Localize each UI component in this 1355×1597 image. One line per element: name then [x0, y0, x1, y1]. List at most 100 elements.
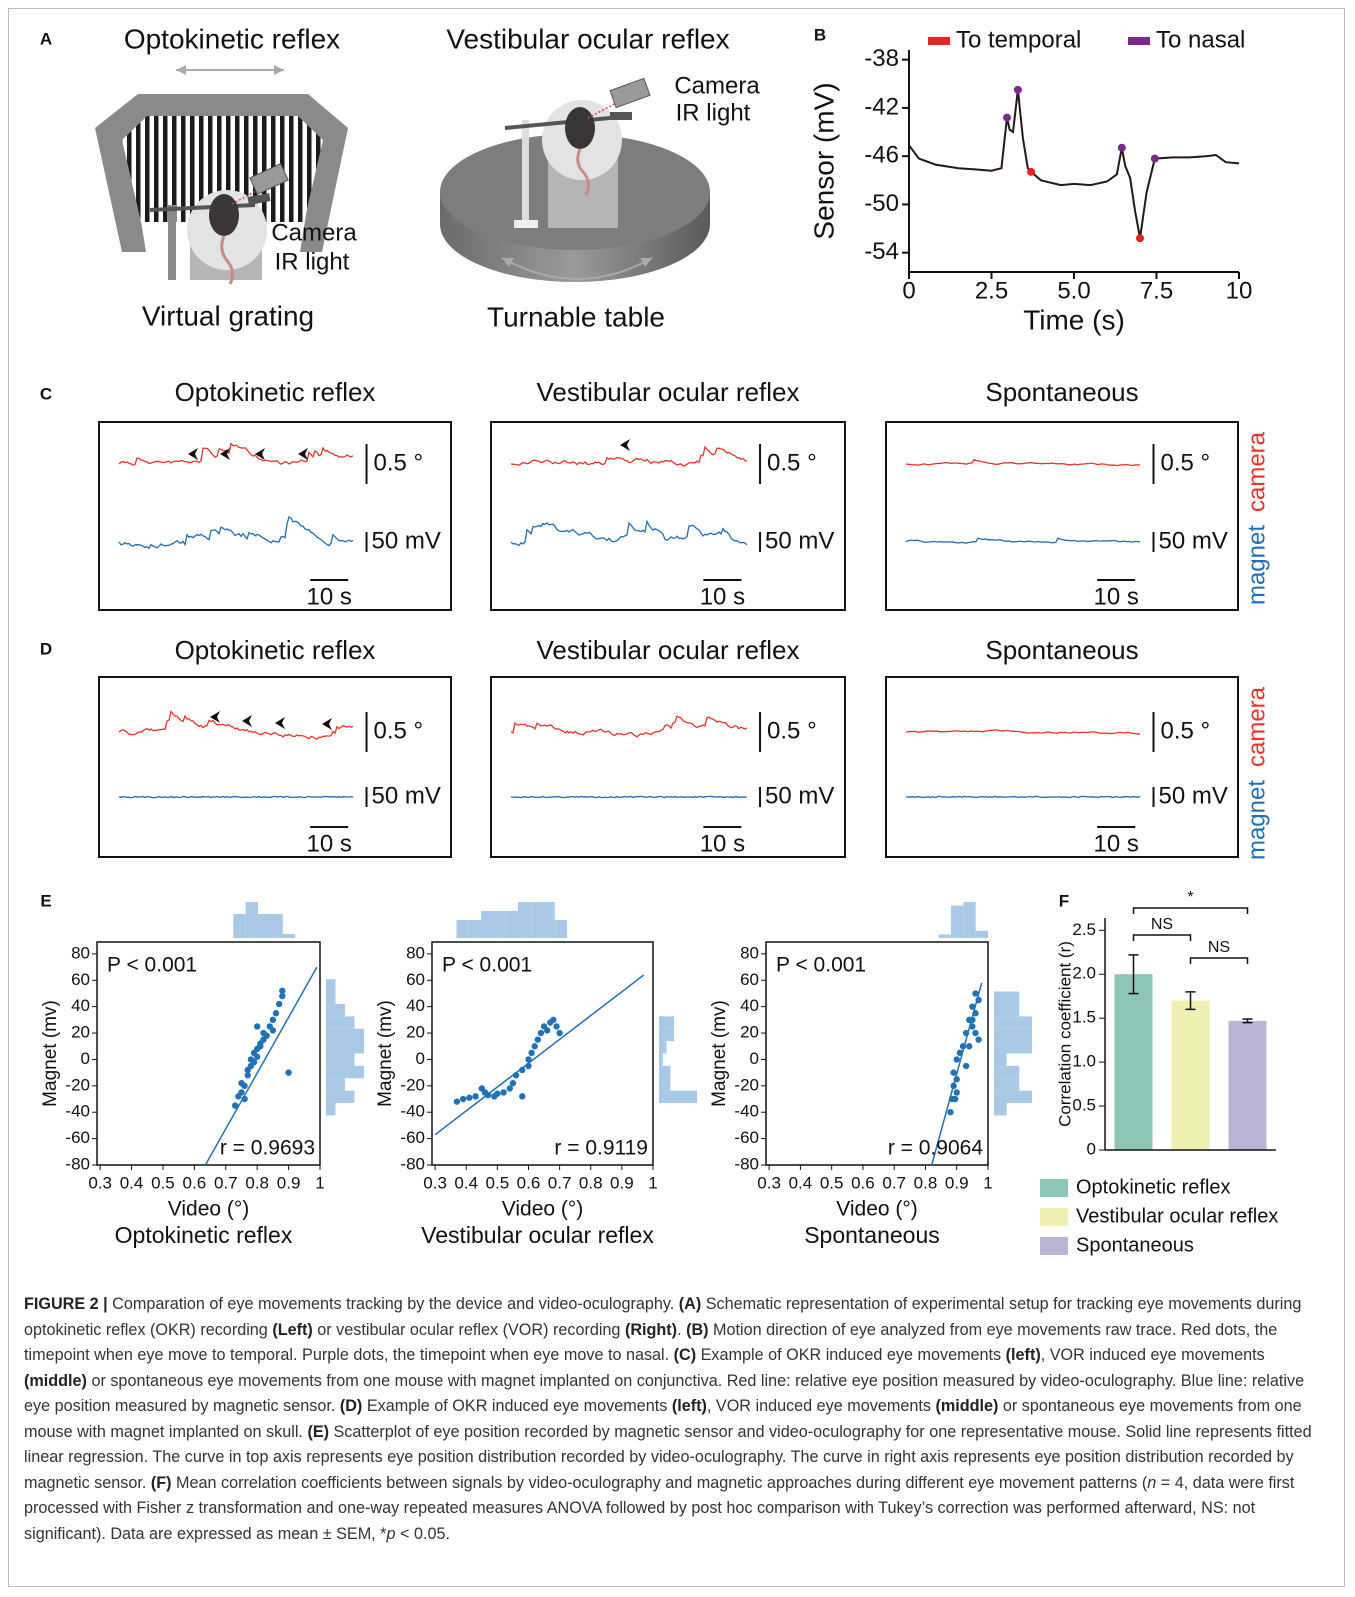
scatter-point	[544, 1027, 550, 1033]
significance-label: *	[1187, 889, 1193, 906]
direction-dot	[1014, 86, 1022, 94]
scale-label: 0.5 °	[1161, 717, 1211, 744]
legend-label: Vestibular ocular reflex	[1076, 1205, 1278, 1227]
saccade-arrowhead	[255, 448, 265, 460]
magnet-trace	[511, 796, 747, 797]
scale-label: 0.5 °	[374, 717, 424, 744]
marginal-histogram	[659, 1029, 674, 1041]
scatter-point	[254, 1023, 260, 1029]
marginal-histogram	[994, 1066, 1019, 1078]
y-tick-label: 0	[81, 1049, 90, 1068]
grating-stripe	[289, 110, 294, 230]
scatter-point	[550, 1017, 556, 1023]
bar	[1229, 1021, 1267, 1150]
marginal-histogram	[994, 1078, 1019, 1090]
caption-text: Mean correlation coefficients between si…	[172, 1474, 1148, 1492]
setup-caption: Turnable table	[487, 301, 665, 332]
scatter-point	[528, 1050, 534, 1056]
direction-dot	[1003, 114, 1011, 122]
direction-dot	[1136, 234, 1144, 242]
y-tick-label: -40	[65, 1102, 90, 1121]
caption-text: Example of OKR induced eye movements	[696, 1346, 1006, 1364]
x-tick-label: 0.7	[882, 1173, 906, 1192]
y-axis-label: Magnet (mv)	[40, 1000, 61, 1107]
setup-caption: Virtual grating	[142, 300, 314, 331]
y-axis-label: Magnet (mv)	[709, 1000, 730, 1107]
scatter-point	[472, 1093, 478, 1099]
y-axis-label: Correlation coefficient (r)	[1055, 941, 1074, 1127]
fit-line	[435, 975, 644, 1135]
y-tick-label: -42	[864, 93, 899, 120]
significance-bracket	[1191, 958, 1248, 964]
side-label: camera	[1243, 431, 1270, 512]
y-tick-label: 2.5	[1072, 920, 1096, 939]
magnet-trace	[511, 521, 747, 545]
scale-label: 50 mV	[1159, 782, 1228, 809]
trace-title: Optokinetic reflex	[175, 377, 376, 407]
y-tick-label: 20	[740, 1023, 759, 1042]
x-tick-label: 7.5	[1140, 277, 1173, 304]
trace-title: Spontaneous	[985, 377, 1138, 407]
camera-trace	[906, 460, 1140, 466]
scatter-point	[276, 1001, 282, 1007]
marginal-histogram	[994, 1016, 1032, 1028]
marginal-histogram	[963, 902, 975, 938]
significance-bracket	[1134, 935, 1191, 941]
x-tick-label: 1	[648, 1173, 657, 1192]
x-tick-label: 0.6	[183, 1173, 207, 1192]
caption-panel: (B)	[686, 1321, 708, 1339]
y-tick-label: -60	[400, 1128, 425, 1147]
scale-label: 10 s	[700, 583, 745, 610]
scatter-point	[254, 1054, 260, 1060]
caption-text: , VOR induced eye movements	[1041, 1346, 1265, 1364]
saccade-arrowhead	[188, 448, 198, 460]
panel-label: E	[40, 891, 51, 910]
marginal-histogram	[457, 920, 469, 938]
x-tick-label: 1	[983, 1173, 992, 1192]
mouse-body	[565, 107, 595, 149]
y-tick-label: -20	[400, 1075, 425, 1094]
post-foot	[514, 220, 538, 228]
marginal-histogram	[994, 992, 1019, 1004]
caption-text: or vestibular ocular reflex (VOR) record…	[313, 1321, 625, 1339]
trace-title: Optokinetic reflex	[175, 635, 376, 665]
marginal-histogram	[659, 1078, 670, 1090]
x-tick-label: 0.7	[548, 1173, 572, 1192]
camera-trace	[119, 712, 353, 740]
legend-swatch	[1040, 1179, 1068, 1197]
caption-text: .	[677, 1321, 686, 1339]
trace-box	[99, 677, 451, 857]
y-tick-label: 60	[71, 970, 90, 989]
camera-trace	[511, 716, 747, 737]
y-tick-label: 40	[71, 996, 90, 1015]
trace-title: Spontaneous	[985, 635, 1138, 665]
chart-subtitle: Vestibular ocular reflex	[421, 1222, 654, 1248]
grating-stripe	[163, 110, 168, 230]
p-value: P < 0.001	[442, 954, 532, 977]
marginal-histogram	[994, 1041, 1032, 1053]
y-tick-label: -60	[734, 1128, 759, 1147]
x-tick-label: 0.4	[120, 1173, 144, 1192]
device-label: IR light	[275, 248, 350, 275]
r-value: r = 0.9693	[220, 1137, 315, 1160]
x-axis-label: Time (s)	[1023, 304, 1125, 335]
y-tick-label: 1.0	[1072, 1052, 1096, 1071]
caption-text: , VOR induced eye movements	[707, 1397, 936, 1415]
caption-panel: (D)	[340, 1397, 362, 1415]
marginal-histogram	[270, 914, 282, 938]
marginal-histogram	[326, 1016, 355, 1028]
marginal-histogram	[555, 920, 567, 938]
marginal-histogram	[326, 992, 336, 1004]
marginal-histogram	[994, 1091, 1032, 1103]
chart-subtitle: Spontaneous	[804, 1222, 940, 1248]
x-tick-label: 0.5	[486, 1173, 510, 1192]
scatter-point	[460, 1096, 466, 1102]
marginal-histogram	[326, 1066, 364, 1078]
x-tick-label: 0.8	[245, 1173, 269, 1192]
scale-label: 10 s	[1094, 830, 1139, 857]
scatter-point	[538, 1030, 544, 1036]
scatter-point	[947, 1109, 953, 1115]
marginal-histogram	[994, 1004, 1019, 1016]
scatter-point	[241, 1083, 247, 1089]
panel-label: F	[1059, 891, 1069, 910]
